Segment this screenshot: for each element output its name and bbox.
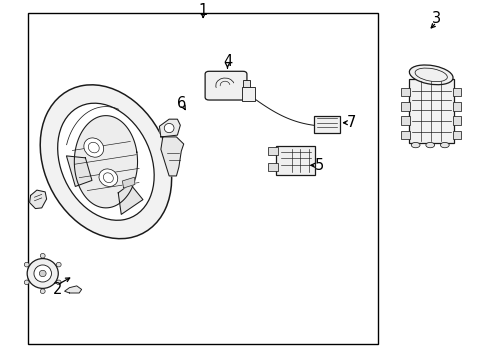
FancyBboxPatch shape bbox=[268, 163, 277, 171]
FancyBboxPatch shape bbox=[400, 131, 409, 139]
FancyBboxPatch shape bbox=[400, 88, 409, 96]
Ellipse shape bbox=[40, 85, 171, 239]
Ellipse shape bbox=[164, 123, 174, 132]
Polygon shape bbox=[74, 116, 137, 208]
Ellipse shape bbox=[83, 138, 103, 157]
FancyBboxPatch shape bbox=[204, 71, 246, 100]
FancyBboxPatch shape bbox=[408, 79, 453, 143]
FancyBboxPatch shape bbox=[242, 80, 250, 88]
Text: 5: 5 bbox=[315, 158, 324, 173]
FancyBboxPatch shape bbox=[452, 116, 460, 125]
Ellipse shape bbox=[40, 253, 45, 258]
FancyBboxPatch shape bbox=[452, 131, 460, 139]
Ellipse shape bbox=[440, 143, 448, 148]
FancyBboxPatch shape bbox=[268, 147, 277, 155]
Polygon shape bbox=[30, 190, 46, 208]
Ellipse shape bbox=[24, 280, 29, 285]
Ellipse shape bbox=[24, 262, 29, 267]
Polygon shape bbox=[64, 286, 81, 293]
Ellipse shape bbox=[34, 265, 51, 282]
FancyBboxPatch shape bbox=[400, 116, 409, 125]
Polygon shape bbox=[161, 137, 183, 176]
Polygon shape bbox=[118, 184, 142, 214]
Ellipse shape bbox=[56, 262, 61, 267]
Ellipse shape bbox=[103, 173, 113, 183]
Polygon shape bbox=[159, 119, 180, 137]
Ellipse shape bbox=[88, 142, 99, 153]
Bar bbox=[28, 13, 377, 345]
Ellipse shape bbox=[56, 280, 61, 285]
Polygon shape bbox=[122, 177, 135, 188]
Ellipse shape bbox=[58, 103, 154, 220]
FancyBboxPatch shape bbox=[275, 147, 314, 175]
Ellipse shape bbox=[410, 143, 419, 148]
Text: 3: 3 bbox=[431, 11, 440, 26]
Ellipse shape bbox=[27, 258, 58, 288]
Text: 1: 1 bbox=[198, 3, 207, 18]
Text: 7: 7 bbox=[346, 115, 355, 130]
FancyBboxPatch shape bbox=[313, 116, 339, 133]
Ellipse shape bbox=[99, 169, 118, 186]
Ellipse shape bbox=[40, 289, 45, 293]
Text: 4: 4 bbox=[223, 54, 232, 69]
FancyBboxPatch shape bbox=[452, 102, 460, 111]
Ellipse shape bbox=[408, 65, 452, 85]
Polygon shape bbox=[66, 156, 92, 186]
Ellipse shape bbox=[425, 143, 434, 148]
FancyBboxPatch shape bbox=[400, 102, 409, 111]
Text: 6: 6 bbox=[176, 96, 185, 111]
Ellipse shape bbox=[39, 270, 46, 277]
Text: 2: 2 bbox=[53, 282, 62, 297]
FancyBboxPatch shape bbox=[452, 88, 460, 96]
FancyBboxPatch shape bbox=[241, 87, 255, 101]
Ellipse shape bbox=[414, 68, 447, 82]
